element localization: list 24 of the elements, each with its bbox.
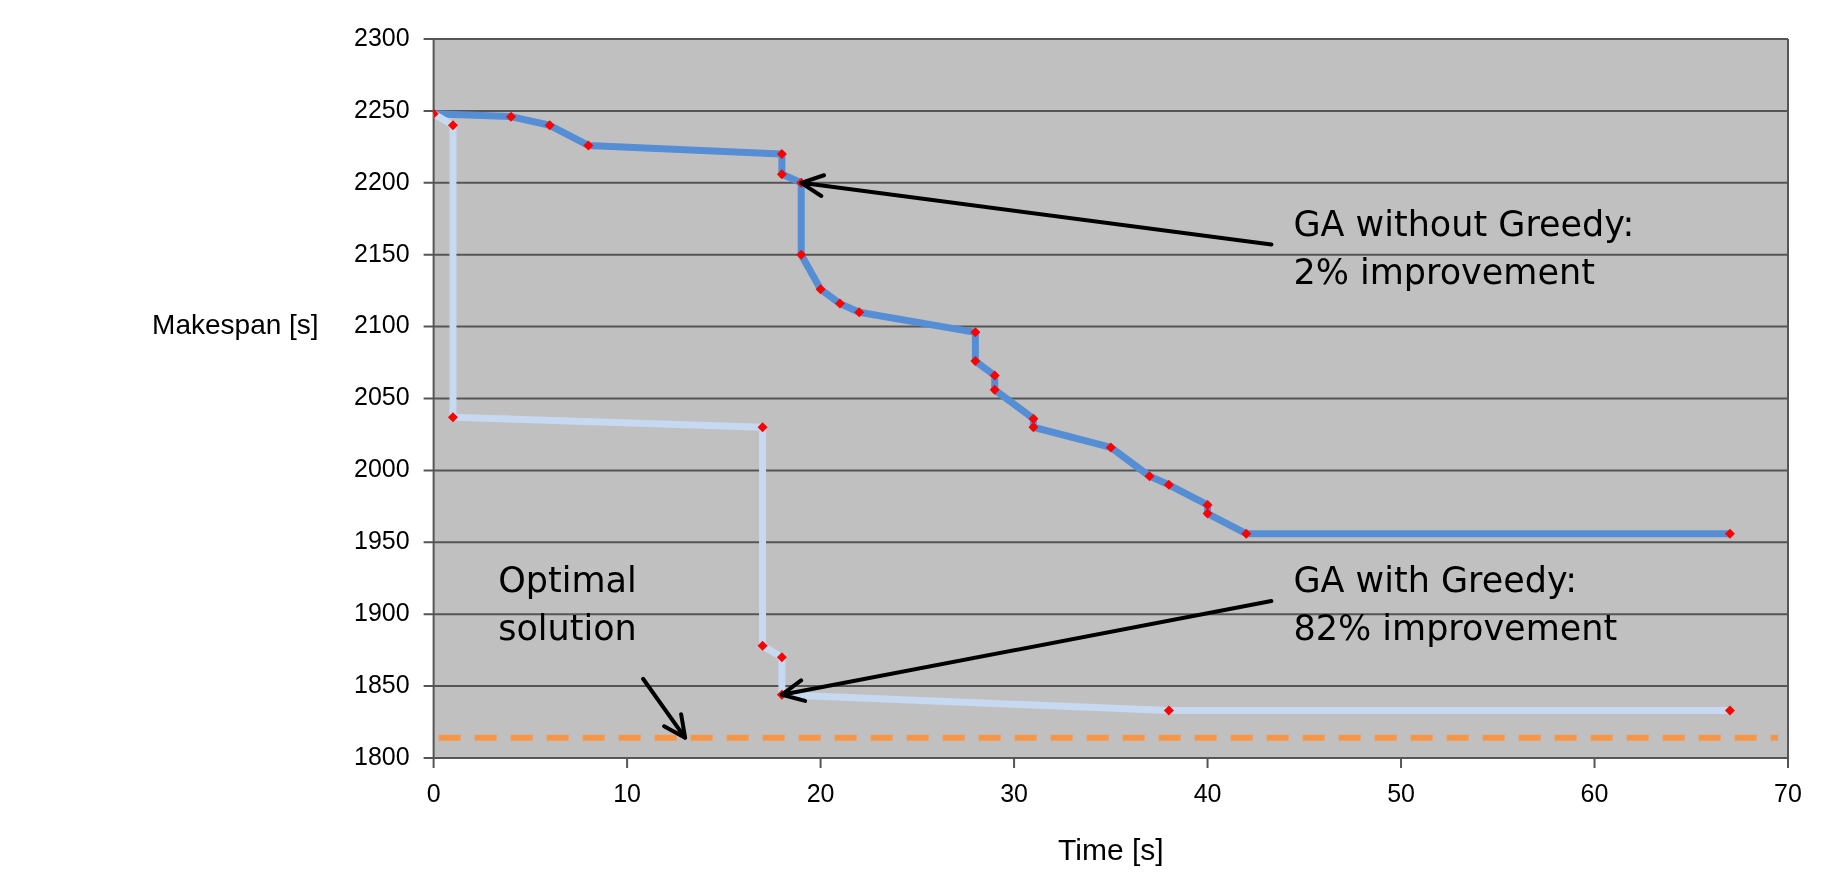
- annotation: GA without Greedy: 2% improvement: [1293, 203, 1635, 292]
- y-tick-label: 2100: [353, 310, 410, 339]
- y-tick-label: 2300: [353, 22, 410, 51]
- y-tick-label: 2250: [353, 94, 410, 123]
- y-tick-label: 2000: [353, 454, 410, 483]
- x-tick-label: 60: [1580, 778, 1609, 807]
- x-tick-label: 30: [1000, 778, 1028, 807]
- x-tick-label: 40: [1193, 778, 1222, 807]
- annotation: GA with Greedy: 82% improvement: [1293, 560, 1618, 649]
- x-axis-title: Time [s]: [1058, 833, 1164, 867]
- x-tick-label: 50: [1387, 778, 1415, 807]
- y-axis-title: Makespan [s]: [152, 309, 319, 341]
- y-tick-label: 2200: [353, 166, 410, 195]
- y-tick-label: 2050: [353, 382, 410, 411]
- x-tick-label: 10: [613, 778, 642, 807]
- y-tick-label: 2150: [353, 238, 410, 267]
- x-tick-label: 70: [1774, 778, 1802, 807]
- y-tick-label: 1800: [353, 741, 410, 770]
- x-tick-label: 0: [426, 778, 441, 807]
- y-tick-label: 1900: [353, 598, 410, 627]
- annotation: Optimal solution: [498, 560, 637, 649]
- y-tick-label: 1950: [353, 526, 410, 555]
- y-tick-label: 1850: [353, 669, 410, 698]
- x-tick-label: 20: [806, 778, 835, 807]
